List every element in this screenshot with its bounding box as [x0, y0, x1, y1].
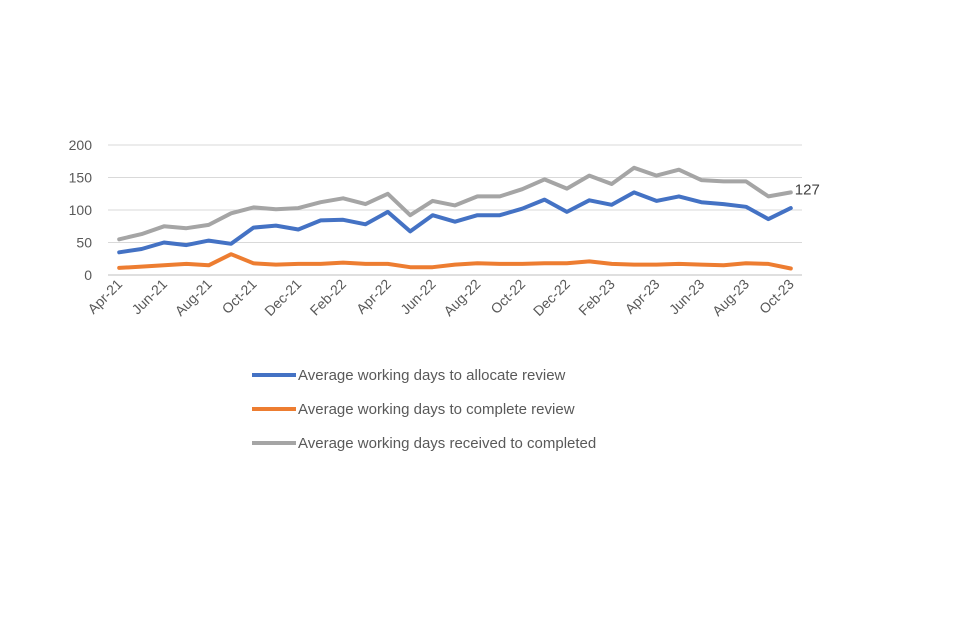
legend-swatch	[252, 407, 296, 411]
y-tick-label: 50	[76, 235, 92, 251]
series-lines	[117, 165, 793, 271]
series-line-1	[117, 190, 793, 255]
legend-item: Average working days to complete review	[252, 392, 596, 426]
y-tick-label: 200	[69, 137, 93, 153]
legend-swatch	[252, 373, 296, 377]
data-label: 127	[795, 181, 820, 198]
legend-label: Average working days received to complet…	[298, 434, 597, 452]
x-tick-label: Aug-23	[709, 276, 752, 319]
x-tick-label: Apr-22	[353, 276, 394, 317]
legend: Average working days to allocate review A…	[252, 358, 596, 460]
gridlines	[108, 144, 802, 276]
series-line-3	[117, 165, 793, 242]
y-tick-label: 100	[69, 202, 93, 218]
x-tick-label: Oct-23	[756, 276, 797, 317]
x-tick-label: Apr-23	[622, 276, 663, 317]
x-tick-label: Aug-21	[172, 276, 215, 319]
data-labels: 127	[795, 181, 820, 198]
x-tick-label: Feb-23	[575, 276, 618, 319]
y-tick-label: 150	[69, 170, 93, 186]
y-axis-tick-labels: 0 50 100 150 200	[69, 137, 93, 283]
x-tick-label: Jun-22	[397, 276, 439, 318]
y-tick-label: 0	[84, 267, 92, 283]
series-line-2	[117, 252, 793, 271]
x-tick-label: Dec-21	[261, 276, 304, 319]
x-tick-label: Feb-22	[307, 276, 350, 319]
legend-item: Average working days received to complet…	[252, 426, 596, 460]
x-axis-tick-labels: Apr-21 Jun-21 Aug-21 Oct-21 Dec-21 Feb-22 Apr-…	[84, 276, 797, 319]
x-tick-label: Aug-22	[440, 276, 483, 319]
legend-label: Average working days to complete review	[298, 400, 575, 418]
x-tick-label: Jun-21	[129, 276, 171, 318]
legend-item: Average working days to allocate review	[252, 358, 596, 392]
x-tick-label: Oct-21	[219, 276, 260, 317]
legend-label: Average working days to allocate review	[298, 366, 566, 384]
line-chart: 0 50 100 150 200 Apr-21 Jun-21 Aug-21 Oct-21 Dec…	[69, 137, 820, 319]
x-tick-label: Jun-23	[666, 276, 708, 318]
x-tick-label: Dec-22	[530, 276, 573, 319]
legend-swatch	[252, 441, 296, 445]
x-tick-label: Oct-22	[487, 276, 528, 317]
